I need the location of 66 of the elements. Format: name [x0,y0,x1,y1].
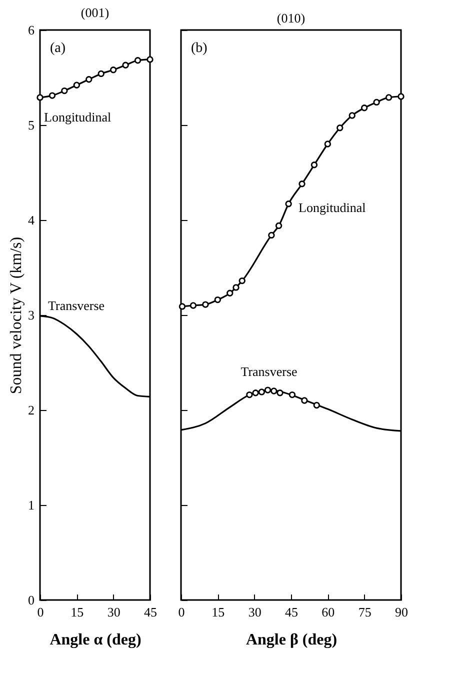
point [288,391,296,398]
point [226,290,234,296]
point [134,57,142,64]
point [146,56,154,63]
point [258,388,266,396]
x-tick-label: 45 [285,604,298,620]
annotation: (b) [191,41,208,56]
x-tick-label: 75 [358,604,372,620]
point [373,98,380,106]
y-axis-title: Sound velocity V (km/s) [8,236,25,394]
point [385,94,392,101]
x-axis-title: Angle α (deg) [50,632,142,648]
series-label: Longitudinal [298,200,366,215]
x-tick-label: 60 [322,604,335,620]
point [313,402,320,409]
point [360,104,368,112]
y-tick-label: 0 [28,592,34,608]
y-tick-label: 5 [28,118,34,132]
point [270,388,278,394]
point [336,124,344,132]
x-tick-label: 15 [212,604,225,620]
point [122,62,129,68]
x-tick-label: 30 [248,604,262,620]
chart-title: (001) [80,5,110,20]
point [178,303,186,310]
point [285,200,292,208]
point [275,222,282,230]
point [301,397,308,404]
point [268,232,275,239]
point [98,70,104,78]
x-tick-label: 30 [107,604,120,620]
point [214,296,222,304]
y-tick-label: 2 [28,402,34,418]
x-axis-title: Angle β (deg) [246,632,338,648]
y-tick-label: 4 [28,212,35,228]
annotation: (a) [50,41,66,56]
x-tick-label: 0 [178,604,185,620]
point [232,284,240,291]
point [110,66,117,74]
point [324,140,332,148]
point [36,94,44,101]
chart-title: (010) [276,10,306,26]
x-tick-label: 45 [144,604,157,620]
point [190,302,197,309]
y-tick-label: 1 [28,498,34,512]
point [246,391,253,398]
point [202,301,209,308]
y-tick-label: 6 [28,22,35,38]
point [48,92,56,99]
point [61,87,68,94]
point [238,277,246,284]
y-tick-label: 3 [28,308,34,322]
point [276,390,284,396]
series-label: Longitudinal [44,109,112,124]
series-label: Transverse [240,364,298,380]
point [252,390,259,396]
point [73,82,80,88]
point [398,93,404,100]
point [298,180,306,188]
x-tick-label: 90 [395,604,408,620]
point [264,386,272,394]
point [348,112,356,119]
x-tick-label: 15 [70,604,84,620]
point [86,76,92,83]
series-label: Transverse [48,298,105,313]
point [310,162,318,168]
